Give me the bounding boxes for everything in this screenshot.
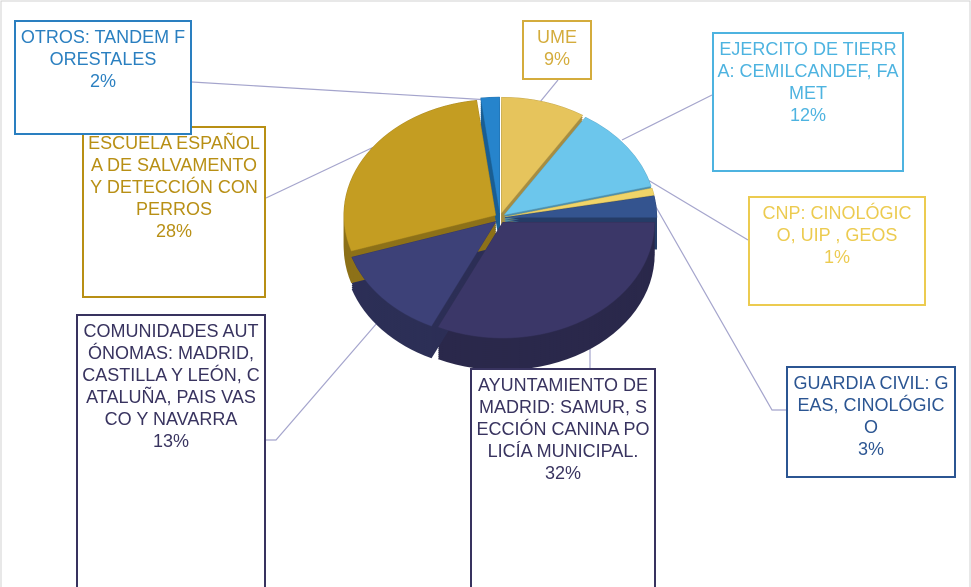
- leader-line: [647, 179, 749, 241]
- leader-line: [621, 94, 713, 141]
- slice: [351, 220, 497, 327]
- data-label: ESCUELA ESPAÑOLA DE SALVAMENTO Y DETECCI…: [82, 126, 266, 298]
- label-value: 2%: [89, 71, 116, 91]
- label-name: UME: [537, 27, 577, 47]
- data-label: UME 9%: [522, 20, 592, 80]
- label-value: 13%: [152, 431, 190, 451]
- label-name: EJERCITO DE TIERRA: CEMILCANDEF, FAMET: [717, 39, 899, 103]
- data-label: CNP: CINOLÓGICO, UIP , GEOS 1%: [748, 196, 926, 306]
- data-label: EJERCITO DE TIERRA: CEMILCANDEF, FAMET 12…: [712, 32, 904, 172]
- leader-line: [539, 79, 559, 103]
- label-value: 12%: [789, 105, 827, 125]
- label-name: OTROS: TANDEM FORESTALES: [20, 27, 186, 69]
- slice: [504, 195, 658, 218]
- slice: [503, 116, 652, 216]
- leader-lines: [191, 79, 786, 441]
- data-label: OTROS: TANDEM FORESTALES 2%: [14, 20, 192, 135]
- label-name: CNP: CINOLÓGICO, UIP , GEOS: [762, 203, 912, 245]
- leader-line: [191, 81, 491, 101]
- label-value: 32%: [544, 463, 582, 483]
- slice: [501, 96, 584, 214]
- slice: [480, 96, 500, 214]
- slice: [343, 99, 497, 252]
- label-value: 3%: [857, 439, 884, 459]
- data-label: GUARDIA CIVIL: GEAS, CINOLÓGICO 3%: [786, 366, 956, 478]
- leader-line: [265, 144, 379, 199]
- leader-line: [266, 307, 391, 441]
- label-name: AYUNTAMIENTO DE MADRID: SAMUR, SECCIÓN C…: [476, 375, 650, 461]
- label-value: 28%: [155, 221, 193, 241]
- label-name: COMUNIDADES AUTÓNOMAS: MADRID, CASTILLA …: [82, 321, 260, 429]
- slice: [437, 221, 655, 339]
- data-label: AYUNTAMIENTO DE MADRID: SAMUR, SECCIÓN C…: [470, 368, 656, 587]
- label-value: 1%: [823, 247, 850, 267]
- slice: [504, 187, 655, 218]
- label-name: GUARDIA CIVIL: GEAS, CINOLÓGICO: [793, 373, 949, 437]
- leader-line: [651, 199, 786, 411]
- data-label: COMUNIDADES AUTÓNOMAS: MADRID, CASTILLA …: [76, 314, 266, 587]
- label-name: ESCUELA ESPAÑOLA DE SALVAMENTO Y DETECCI…: [88, 133, 260, 219]
- label-value: 9%: [543, 49, 570, 69]
